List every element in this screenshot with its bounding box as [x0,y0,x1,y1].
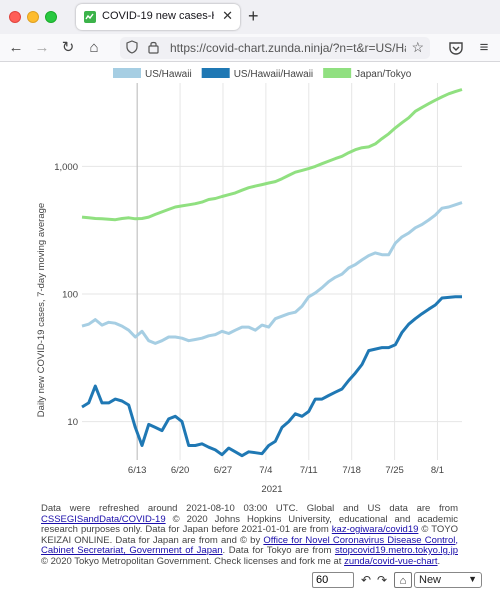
credits-text: © TOYO KEIZAI ONLINE. Data for Japan are… [41,524,458,546]
credits-text: Data were refreshed around 2021-08-10 03… [41,503,458,514]
x-axis-ticks: 6/13 6/20 6/27 7/4 7/11 7/18 7/25 8/1 [128,465,444,476]
x-tick-label: 7/25 [385,465,404,476]
x-tick-label: 6/27 [214,465,233,476]
x-tick-label: 7/18 [342,465,361,476]
tab-title: COVID-19 new cases-Hawaii,Ha [102,10,214,22]
y-tick-label: 10 [67,417,78,428]
cabinet-secretariat-link[interactable]: Office for Novel Coronavirus Disease Con… [41,534,458,556]
x-tick-label: 6/13 [128,465,147,476]
home-icon[interactable]: ⌂ [89,39,99,56]
y-tick-label: 100 [62,289,78,300]
jhu-data-link[interactable]: CSSEGISandData/COVID-19 [41,513,166,525]
navigation-toolbar: ← → ↻ ⌂ https://covid-chart.zunda.ninja/… [0,34,500,62]
x-tick-label: 7/11 [300,465,318,476]
series-line-japan-tokyo [81,88,463,222]
close-window-button[interactable] [9,11,21,23]
legend-swatch [323,68,352,78]
covid-cases-chart: US/Hawaii US/Hawaii/Hawaii Japan/Tokyo 101… [36,68,463,495]
pocket-icon[interactable] [446,36,466,60]
credits-text: . [437,555,441,567]
legend-label: Japan/Tokyo [355,69,412,80]
series-line-us-hawaii-hawaii [81,295,462,458]
credits-text: © 2020 Tokyo Metropolitan Government. Ch… [41,555,345,567]
legend-label: US/Hawaii/Hawaii [234,69,313,80]
lock-icon[interactable] [148,40,159,54]
undo-icon[interactable]: ↶ [358,572,374,588]
home-button[interactable]: ⌂ [394,572,412,588]
credits-text: © 2020 Johns Hopkins University, educati… [41,513,458,535]
github-repo-link[interactable]: zunda/covid-vue-chart [344,555,438,567]
chart-grid [82,83,462,460]
legend-swatch [113,68,141,78]
favicon-icon [84,11,96,23]
hamburger-menu-icon[interactable]: ≡ [479,39,489,56]
zoom-window-button[interactable] [45,11,57,23]
browser-tab[interactable]: COVID-19 new cases-Hawaii,Ha ✕ [76,4,240,30]
toyo-keizai-link[interactable]: kaz-ogiwara/covid19 [331,524,419,535]
chevron-down-icon: ▼ [468,574,477,584]
tab-close-icon[interactable]: ✕ [222,8,233,23]
data-credits: Data were refreshed around 2021-08-10 03… [41,503,458,567]
tokyo-stopcovid-link[interactable]: stopcovid19.metro.tokyo.lg.jp [334,545,458,556]
browser-tab-bar: COVID-19 new cases-Hawaii,Ha ✕ + [0,0,500,34]
url-text[interactable]: https://covid-chart.zunda.ninja/?n=t&r=U… [170,41,406,55]
mode-select-value: New [419,574,442,586]
chart-lines [81,88,463,458]
x-tick-label: 7/4 [259,465,272,476]
series-line-us-hawaii [81,201,463,345]
url-bar[interactable]: https://covid-chart.zunda.ninja/?n=t&r=U… [120,37,430,59]
forward-arrow-icon[interactable]: → [34,39,50,56]
mode-select[interactable]: New ▼ [414,572,482,588]
y-tick-label: 1,000 [54,162,78,173]
credits-text: . Data for Tokyo are from [222,545,335,556]
back-arrow-icon[interactable]: ← [8,39,24,56]
chart-legend: US/Hawaii US/Hawaii/Hawaii Japan/Tokyo [113,68,412,80]
y-axis-ticks: 10 100 1,000 [54,162,78,428]
days-input[interactable] [312,572,354,588]
redo-icon[interactable]: ↷ [374,572,390,588]
y-axis-label: Daily new COVID-19 cases, 7-day moving a… [36,203,47,417]
star-icon[interactable]: ☆ [411,39,424,55]
reload-icon[interactable]: ↻ [61,39,75,56]
legend-label: US/Hawaii [145,69,192,80]
shield-icon[interactable] [126,40,138,54]
x-tick-label: 8/1 [431,465,444,476]
new-tab-button[interactable]: + [248,6,259,26]
x-axis-label: 2021 [261,484,282,495]
x-tick-label: 6/20 [171,465,190,476]
legend-swatch [201,68,230,78]
minimize-window-button[interactable] [27,11,39,23]
